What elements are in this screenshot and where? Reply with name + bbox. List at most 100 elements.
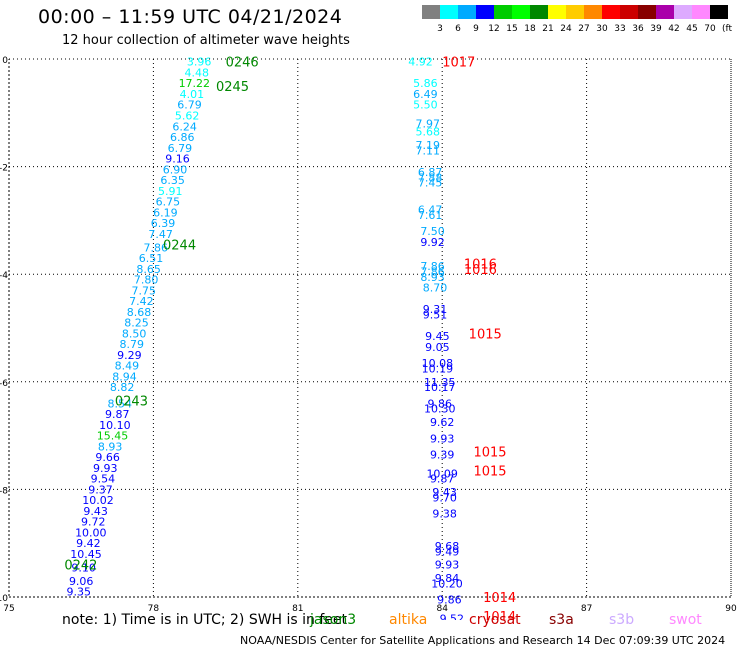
colorbar-swatch	[656, 5, 674, 19]
swh-value: 9.31	[423, 303, 448, 316]
chart-subtitle: 12 hour collection of altimeter wave hei…	[62, 33, 350, 48]
swh-value: 7.19	[416, 139, 441, 152]
swh-value: 9.87	[430, 473, 455, 486]
colorbar-label: 12	[488, 24, 499, 34]
pass-time-label: 1014	[483, 591, 516, 606]
legend-cryosat: cryosat	[469, 612, 521, 628]
colorbar-swatch	[476, 5, 494, 19]
colorbar-swatch	[530, 5, 548, 19]
swh-value: 6.90	[163, 163, 188, 176]
swh-value: 9.49	[435, 545, 460, 558]
x-tick-label: 75	[3, 604, 14, 614]
swh-value: 8.65	[136, 263, 161, 276]
colorbar-swatch	[458, 5, 476, 19]
swh-value: 9.54	[91, 473, 116, 486]
colorbar-unit: (ft)	[722, 24, 732, 34]
swh-value: 17.22	[179, 77, 211, 90]
swh-value: 8.50	[122, 327, 147, 340]
swh-value: 9.70	[432, 491, 457, 504]
swh-value: 9.84	[435, 572, 460, 585]
swh-value: 7.86	[420, 260, 445, 273]
swh-value: 9.86	[437, 594, 462, 607]
colorbar-label: 39	[650, 24, 662, 34]
swh-value: 7.97	[416, 118, 441, 131]
y-tick-label: -4	[0, 271, 8, 281]
swh-value: 6.49	[413, 88, 438, 101]
grid	[8, 58, 732, 598]
swh-value: 9.62	[430, 416, 455, 429]
swh-value: 8.93	[98, 440, 123, 453]
colorbar-label: 9	[473, 24, 479, 34]
pass-time-label: 1016	[464, 263, 497, 278]
swh-value: 7.75	[132, 284, 157, 297]
swh-value: 9.16	[165, 153, 190, 166]
colorbar-label: 21	[542, 24, 553, 34]
swh-points: 3.964.4817.224.016.795.626.246.866.799.1…	[67, 56, 465, 620]
swh-value: 7.86	[420, 266, 445, 279]
x-tick-label: 90	[725, 604, 737, 614]
legend-swot: swot	[669, 612, 702, 628]
swh-value: 9.37	[88, 483, 113, 496]
pass-time-label: 1016	[464, 257, 497, 272]
colorbar-label: 70	[704, 24, 716, 34]
swh-value: 9.87	[105, 408, 130, 421]
swh-value: 8.70	[423, 282, 448, 295]
swh-value: 9.29	[117, 349, 142, 362]
swh-value: 9.05	[425, 341, 450, 354]
swh-value: 6.51	[139, 252, 164, 265]
swh-value: 10.45	[70, 548, 102, 561]
pass-time-label: 1015	[473, 465, 506, 480]
swh-value: 9.72	[81, 516, 106, 529]
swh-value: 7.88	[418, 171, 443, 184]
colorbar-label: 24	[560, 24, 572, 34]
pass-time-label: 0246	[226, 56, 259, 71]
swh-value: 6.86	[170, 131, 195, 144]
swh-value: 6.87	[418, 166, 443, 179]
pass-time-label: 0245	[216, 80, 249, 95]
colorbar-label: 15	[506, 24, 517, 34]
credit-line: NOAA/NESDIS Center for Satellite Applica…	[240, 634, 726, 647]
swh-value: 15.45	[97, 430, 129, 443]
swh-value: 6.79	[168, 142, 193, 155]
swh-value: 10.17	[424, 381, 456, 394]
swh-value: 9.42	[76, 537, 101, 550]
chart-title: 00:00 – 11:59 UTC 04/21/2024	[38, 6, 343, 28]
colorbar-swatch	[584, 5, 602, 19]
swh-value: 6.24	[172, 120, 197, 133]
swh-value: 6.47	[418, 204, 443, 217]
swh-value: 6.39	[151, 217, 176, 230]
swh-value: 9.93	[435, 559, 460, 572]
colorbar-swatch	[548, 5, 566, 19]
swh-value: 3.96	[187, 56, 212, 69]
footnote: note: 1) Time is in UTC; 2) SWH is in fe…	[62, 612, 348, 628]
swh-value: 8.49	[115, 360, 140, 373]
swh-value: 8.82	[110, 381, 135, 394]
colorbar-swatch	[710, 5, 728, 19]
swh-value: 4.48	[184, 66, 209, 79]
swh-value: 8.94	[112, 370, 137, 383]
swh-value: 9.35	[67, 586, 92, 599]
x-tick-label: 78	[148, 604, 160, 614]
swh-value: 9.39	[430, 448, 455, 461]
colorbar-swatch	[620, 5, 638, 19]
swh-value: 7.86	[144, 241, 169, 254]
colorbar-label: 27	[578, 24, 589, 34]
x-tick-label: 87	[581, 604, 592, 614]
swh-value: 7.47	[148, 228, 173, 241]
swh-value: 7.61	[418, 209, 443, 222]
colorbar-swatch	[692, 5, 710, 19]
colorbar-swatch	[422, 5, 440, 19]
swh-value: 9.93	[93, 462, 118, 475]
colorbar-swatch	[638, 5, 656, 19]
colorbar-swatch	[440, 5, 458, 19]
colorbar-label: 42	[668, 24, 679, 34]
swh-value: 7.11	[416, 144, 441, 157]
swh-value: 8.79	[119, 338, 144, 351]
swh-value: 9.52	[440, 613, 465, 620]
legend-altika: altika	[389, 612, 428, 628]
legend-jason3: jason3	[310, 612, 357, 628]
colorbar-label: 30	[596, 24, 608, 34]
